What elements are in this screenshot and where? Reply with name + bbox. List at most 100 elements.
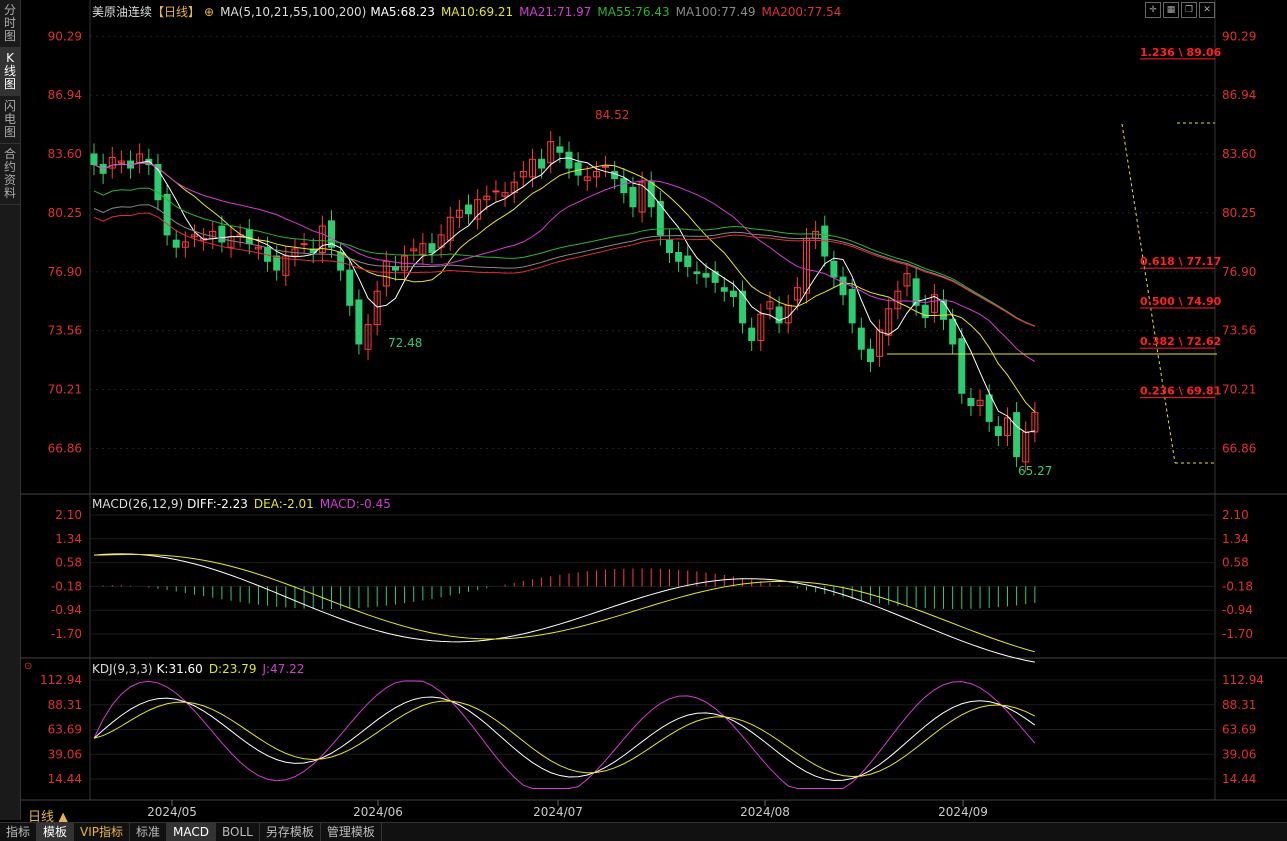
candle-body [528, 158, 536, 178]
candle-body [556, 146, 564, 153]
price-tick-right: 76.90 [1222, 265, 1256, 279]
bottom-tab-5[interactable]: BOLL [216, 823, 260, 841]
macd-tick-right: 2.10 [1222, 508, 1249, 522]
candle-body [108, 157, 116, 169]
restore-icon[interactable]: ❐ [1181, 2, 1197, 18]
bottom-tab-1[interactable]: 模板 [37, 823, 75, 841]
ma5-line [93, 157, 1035, 434]
side-tab-3[interactable]: 合约资料 [0, 144, 20, 205]
candle-body [912, 278, 920, 306]
period-label: 【日线】 [152, 5, 201, 19]
candle-body [574, 162, 582, 176]
kline-chart-area[interactable]: 90.29 90.29 86.94 86.94 83.60 83.60 80.25 80.25… [20, 0, 1287, 822]
candle-body [958, 338, 966, 394]
candle-body [775, 306, 783, 324]
date-label: 2024/07 [533, 805, 583, 819]
bottom-tab-3[interactable]: 标准 [130, 823, 168, 841]
candle-body [273, 255, 281, 271]
price-tick-right: 70.21 [1222, 383, 1256, 397]
candle-body [492, 190, 500, 193]
macd-dea-line [93, 553, 1036, 653]
price-tick-right: 73.56 [1222, 324, 1256, 338]
candle-body [629, 186, 637, 208]
ma10-value: MA10:69.21 [440, 5, 514, 19]
candle-body [465, 204, 473, 215]
candle-body [1031, 412, 1039, 433]
bottom-tab-2[interactable]: VIP指标 [74, 823, 131, 841]
symbol-name: 美原油连续 [92, 5, 153, 19]
fib-level-label: 1.236 \ 89.06 [1140, 46, 1222, 59]
candle-body [702, 273, 710, 278]
layout-icon[interactable]: ▦ [1163, 2, 1179, 18]
macd-dea-value: DEA:-2.01 [253, 497, 314, 511]
ma-param-label: MA(5,10,21,55,100,200) [220, 5, 367, 19]
candle-body [739, 290, 747, 324]
macd-tick-right: -0.18 [1222, 579, 1253, 593]
candle-body [163, 193, 171, 236]
period-select-button[interactable]: 日线 ▲ [28, 810, 69, 825]
ma21-line [93, 162, 1036, 363]
macd-tick-left: 2.10 [55, 508, 82, 522]
candle-body [455, 209, 463, 218]
crosshair-icon[interactable]: ✛ [1145, 2, 1161, 18]
macd-tick-left: -1.70 [51, 627, 82, 641]
ma200-line [93, 212, 1036, 327]
candle-body [729, 290, 737, 297]
candle-body [994, 426, 1002, 436]
bottom-tab-7[interactable]: 管理模板 [321, 823, 382, 841]
close-icon[interactable]: ✕ [1199, 2, 1215, 18]
low-label-sept: 65.27 [1018, 464, 1052, 478]
candle-body [583, 176, 591, 181]
fib-level-label: 0.500 \ 74.90 [1140, 295, 1222, 308]
candle-body [328, 220, 335, 248]
kdj-tick-right: 63.69 [1222, 723, 1256, 737]
macd-tick-left: -0.94 [51, 603, 82, 617]
candle-body [218, 225, 226, 243]
candle-body [693, 271, 701, 275]
candle-body [428, 243, 436, 254]
kdj-tick-left: 112.94 [40, 673, 82, 687]
chart-toolbar: ✛ ▦ ❐ ✕ [1145, 2, 1215, 18]
macd-tick-right: -1.70 [1222, 627, 1253, 641]
price-tick-right: 80.25 [1222, 206, 1256, 220]
candle-body [446, 216, 454, 241]
candle-body [410, 248, 418, 252]
date-label: 2024/08 [740, 805, 790, 819]
candle-body [866, 348, 874, 363]
ma100-value: MA100:77.49 [675, 5, 756, 19]
candle-body [793, 287, 801, 301]
kdj-tick-left: 88.31 [48, 698, 82, 712]
ma10-line [93, 162, 1036, 413]
candle-body [1003, 417, 1011, 436]
macd-tick-left: 0.58 [55, 556, 82, 570]
ma100-line [93, 204, 1036, 327]
candle-body [885, 308, 893, 336]
candle-body [967, 398, 975, 407]
price-tick-left: 76.90 [48, 265, 82, 279]
bottom-tab-4[interactable]: MACD [167, 823, 217, 841]
candle-body [254, 246, 262, 250]
candle-body [1013, 412, 1021, 458]
price-tick-right: 66.86 [1222, 441, 1256, 455]
side-tab-2[interactable]: 闪电图 [0, 96, 20, 144]
candle-body [757, 313, 765, 341]
kdj-tick-right: 112.94 [1222, 673, 1264, 687]
bottom-tab-0[interactable]: 指标 [0, 823, 38, 841]
candle-body [355, 299, 363, 345]
kdj-tick-right: 39.06 [1222, 747, 1256, 761]
kdj-settings-icon[interactable]: ⊙ [24, 661, 33, 672]
side-tab-0[interactable]: 分时图 [0, 0, 20, 48]
ma55-line [93, 187, 1036, 327]
fib-level-label: 0.382 \ 72.62 [1140, 335, 1221, 348]
kdj-tick-left: 39.06 [48, 747, 82, 761]
kdj-tick-right: 88.31 [1222, 698, 1256, 712]
bottom-tab-6[interactable]: 另存模板 [260, 823, 321, 841]
candle-body [930, 294, 938, 313]
kdj-d-value: D:23.79 [208, 662, 257, 676]
date-label: 2024/06 [353, 805, 403, 819]
date-label: 2024/05 [147, 805, 197, 819]
ma-settings-icon[interactable]: ⊕ [204, 5, 215, 19]
macd-diff-line [93, 553, 1035, 663]
candle-body [117, 160, 125, 164]
